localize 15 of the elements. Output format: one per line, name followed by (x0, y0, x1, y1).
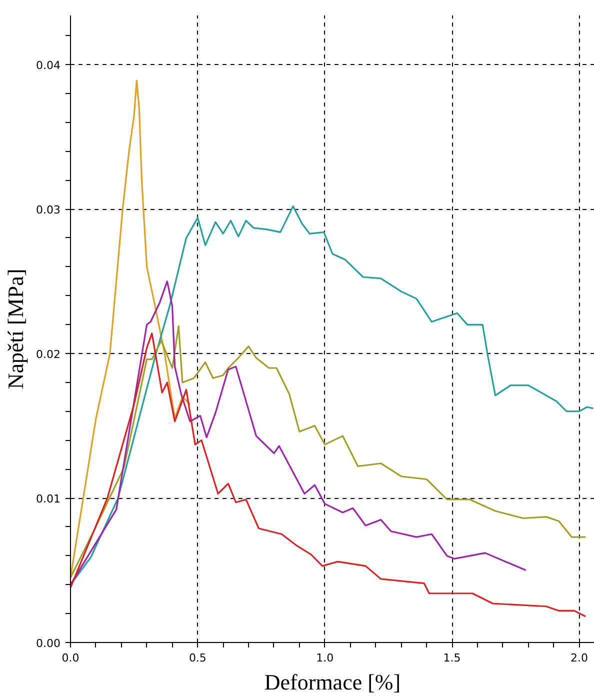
line-series (70, 280, 527, 586)
x-axis-title: Deformace [%] (264, 670, 401, 694)
y-tick-label: 0.02 (36, 348, 61, 362)
x-tick-label: 2.0 (570, 652, 588, 664)
line-series (70, 325, 586, 578)
y-tick-label: 0.01 (36, 492, 61, 506)
x-tick-label: 0.5 (188, 652, 206, 664)
x-tick-label: 0.0 (62, 652, 80, 664)
x-tick-label: 1.0 (316, 652, 334, 664)
y-tick-label: 0.03 (36, 204, 61, 217)
line-series (70, 332, 586, 618)
y-tick-label: 0.04 (36, 59, 61, 72)
y-axis-title: Napětí [MPa] (3, 268, 28, 390)
y-tick-label: 0.00 (36, 637, 61, 650)
x-tick-label: 1.5 (443, 652, 461, 664)
